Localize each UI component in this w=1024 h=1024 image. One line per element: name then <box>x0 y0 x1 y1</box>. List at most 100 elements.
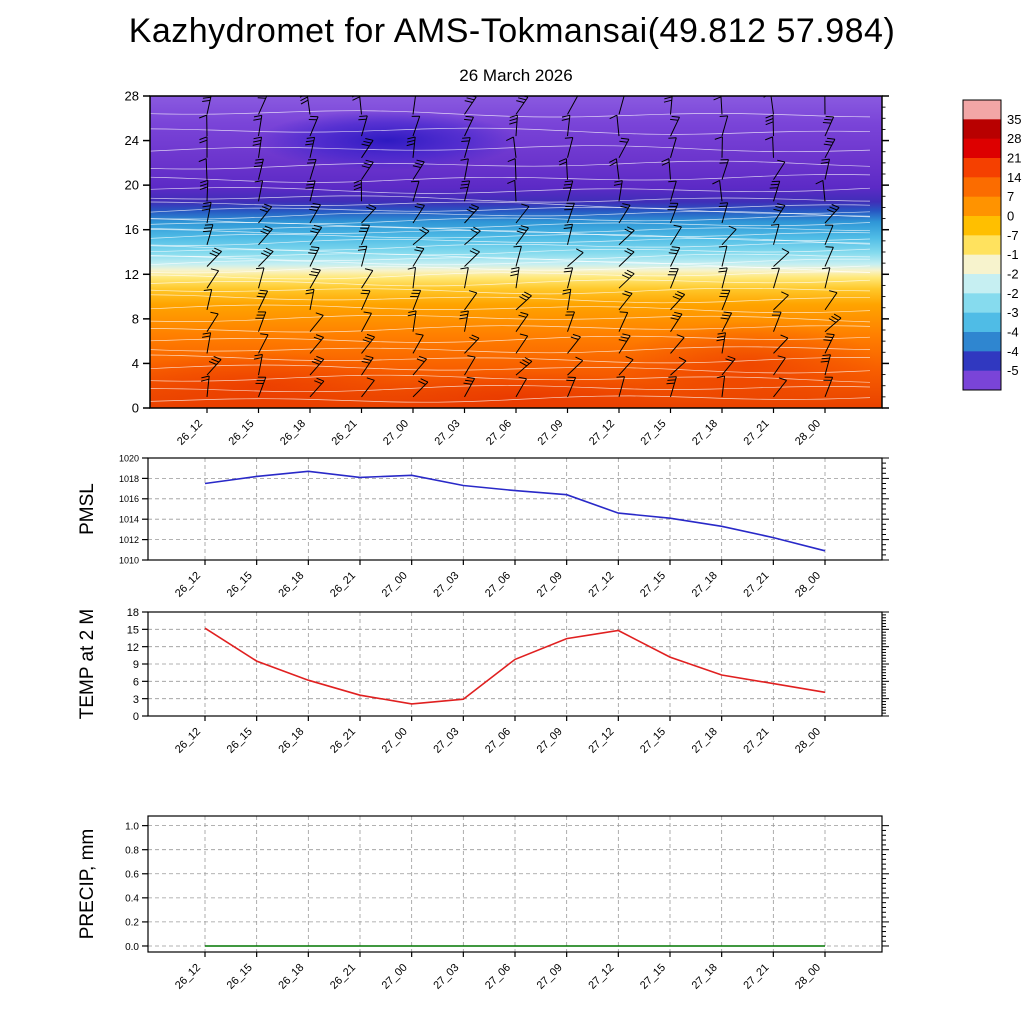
svg-text:18: 18 <box>127 607 139 619</box>
svg-text:15: 15 <box>127 625 139 637</box>
svg-text:27_18: 27_18 <box>690 418 720 448</box>
precip-panel: 0.0 0.2 0.4 0.6 0.8 1.0 26_12 26_15 26_18 26_21 27… <box>125 815 889 992</box>
svg-text:27_00: 27_00 <box>381 418 411 448</box>
svg-text:-2: -2 <box>1007 286 1019 301</box>
svg-text:6: 6 <box>133 677 139 689</box>
svg-text:27_12: 27_12 <box>586 962 616 992</box>
pmsl-panel: 1010 1012 1014 1016 1018 1020 26_12 26_15 26_18 2… <box>119 453 889 600</box>
svg-text:0.4: 0.4 <box>125 894 139 905</box>
svg-text:27_06: 27_06 <box>483 962 513 992</box>
svg-text:27_03: 27_03 <box>431 570 461 600</box>
svg-text:26_15: 26_15 <box>225 726 255 756</box>
svg-text:7: 7 <box>1007 189 1014 204</box>
svg-text:3: 3 <box>133 694 139 706</box>
svg-text:-1: -1 <box>1007 247 1019 262</box>
svg-text:26_21: 26_21 <box>328 962 358 992</box>
svg-text:28_00: 28_00 <box>793 570 823 600</box>
svg-text:26_18: 26_18 <box>276 726 306 756</box>
svg-text:27_00: 27_00 <box>380 962 410 992</box>
svg-text:-4: -4 <box>1007 344 1019 359</box>
svg-text:1.0: 1.0 <box>125 821 139 832</box>
svg-text:21: 21 <box>1007 151 1021 166</box>
svg-text:1016: 1016 <box>119 494 139 504</box>
svg-text:0.0: 0.0 <box>125 942 139 953</box>
svg-text:27_09: 27_09 <box>535 962 565 992</box>
wind-barbs <box>198 96 842 398</box>
svg-text:27_15: 27_15 <box>638 570 668 600</box>
svg-text:27_00: 27_00 <box>380 570 410 600</box>
svg-text:26_21: 26_21 <box>328 726 358 756</box>
svg-text:24: 24 <box>125 133 139 148</box>
svg-text:27_00: 27_00 <box>380 726 410 756</box>
svg-text:1020: 1020 <box>119 453 139 463</box>
contour-lines <box>150 110 871 403</box>
svg-text:26_15: 26_15 <box>225 570 255 600</box>
svg-text:1012: 1012 <box>119 535 139 545</box>
svg-text:9: 9 <box>133 659 139 671</box>
svg-text:27_12: 27_12 <box>586 570 616 600</box>
svg-text:27_18: 27_18 <box>690 962 720 992</box>
svg-text:1014: 1014 <box>119 515 139 525</box>
temp-at-2m-series <box>204 627 826 705</box>
svg-text:27_15: 27_15 <box>639 418 669 448</box>
temp-at-2m-panel: 0 3 6 9 12 15 18 26_12 26_15 26_18 26_21 27_00 27_03… <box>127 607 889 756</box>
svg-text:27_06: 27_06 <box>484 418 514 448</box>
svg-text:26_12: 26_12 <box>173 962 203 992</box>
svg-text:26_21: 26_21 <box>330 418 360 448</box>
svg-text:12: 12 <box>127 642 139 654</box>
heatmap-panel: 0 4 8 12 16 20 24 28 26_12 26_15 26_18 26_21 27_00 27… <box>125 89 889 448</box>
temperature-colorbar: 35 28 21 14 7 0 -7 -1 -2 -2 -3 -4 -4 -5 <box>962 99 1021 391</box>
svg-text:26_12: 26_12 <box>175 418 205 448</box>
svg-text:28: 28 <box>1007 131 1021 146</box>
svg-text:27_12: 27_12 <box>586 726 616 756</box>
svg-text:-4: -4 <box>1007 325 1019 340</box>
svg-text:26_21: 26_21 <box>328 570 358 600</box>
svg-text:0: 0 <box>132 401 139 416</box>
svg-text:27_21: 27_21 <box>742 418 772 448</box>
svg-text:27_09: 27_09 <box>535 726 565 756</box>
svg-text:-3: -3 <box>1007 305 1019 320</box>
svg-text:16: 16 <box>125 222 139 237</box>
svg-text:27_21: 27_21 <box>741 962 771 992</box>
svg-text:28_00: 28_00 <box>793 726 823 756</box>
svg-text:14: 14 <box>1007 170 1021 185</box>
svg-text:28: 28 <box>125 89 139 104</box>
svg-text:27_18: 27_18 <box>690 726 720 756</box>
svg-text:27_03: 27_03 <box>433 418 463 448</box>
pmsl-series <box>204 470 826 552</box>
svg-text:0: 0 <box>133 711 139 723</box>
svg-text:28_00: 28_00 <box>793 962 823 992</box>
svg-text:0.6: 0.6 <box>125 870 139 881</box>
svg-text:26_15: 26_15 <box>225 962 255 992</box>
svg-text:26_18: 26_18 <box>276 962 306 992</box>
page-title: Kazhydromet for AMS-Tokmansai(49.812 57.… <box>128 12 896 50</box>
svg-text:27_06: 27_06 <box>483 726 513 756</box>
svg-text:27_03: 27_03 <box>431 962 461 992</box>
svg-text:20: 20 <box>125 178 139 193</box>
svg-text:35: 35 <box>1007 112 1021 127</box>
svg-text:4: 4 <box>132 356 139 371</box>
svg-text:27_15: 27_15 <box>638 962 668 992</box>
svg-text:28_00: 28_00 <box>793 418 823 448</box>
svg-text:27_09: 27_09 <box>536 418 566 448</box>
svg-text:1010: 1010 <box>119 555 139 565</box>
svg-text:-2: -2 <box>1007 267 1019 282</box>
date-subtitle: 26 March 2026 <box>459 66 573 85</box>
svg-text:27_21: 27_21 <box>741 726 771 756</box>
svg-text:1018: 1018 <box>119 474 139 484</box>
svg-text:27_03: 27_03 <box>431 726 461 756</box>
svg-text:26_18: 26_18 <box>276 570 306 600</box>
svg-text:26_15: 26_15 <box>227 418 257 448</box>
svg-text:27_21: 27_21 <box>741 570 771 600</box>
svg-text:26_12: 26_12 <box>173 570 203 600</box>
svg-text:0.2: 0.2 <box>125 918 139 929</box>
svg-text:27_09: 27_09 <box>535 570 565 600</box>
svg-text:8: 8 <box>132 311 139 326</box>
svg-text:26_18: 26_18 <box>278 418 308 448</box>
svg-text:0: 0 <box>1007 209 1014 224</box>
svg-text:12: 12 <box>125 267 139 282</box>
svg-text:-5: -5 <box>1007 363 1019 378</box>
svg-text:27_15: 27_15 <box>638 726 668 756</box>
svg-text:27_06: 27_06 <box>483 570 513 600</box>
